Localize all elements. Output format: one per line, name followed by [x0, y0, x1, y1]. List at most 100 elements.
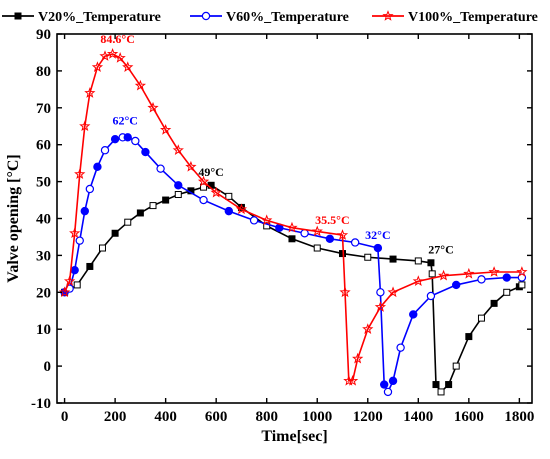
y-tick-label: 90	[36, 27, 51, 43]
plot-frame	[56, 33, 533, 404]
data-point	[362, 323, 374, 334]
data-point	[225, 192, 233, 200]
data-point	[463, 267, 475, 279]
data-point	[350, 238, 360, 247]
data-point	[428, 270, 436, 278]
data-point	[84, 87, 96, 98]
data-point	[91, 61, 104, 72]
data-point	[383, 387, 393, 397]
data-point	[352, 352, 364, 364]
y-tick-label: -10	[31, 396, 51, 412]
data-point	[124, 218, 132, 226]
x-tick-label: 600	[205, 409, 228, 425]
data-point	[73, 281, 81, 289]
data-point	[465, 333, 473, 341]
data-point	[110, 134, 120, 144]
x-tick-label: 800	[255, 409, 278, 425]
data-point	[488, 266, 500, 277]
data-point	[58, 286, 71, 298]
data-point	[162, 196, 170, 204]
data-point	[74, 168, 86, 180]
annotation-label: 27°C	[428, 243, 453, 257]
data-point	[364, 253, 372, 261]
y-tick-label: 80	[36, 64, 51, 80]
legend-item-2: V100%_Temperature	[372, 10, 538, 25]
data-point	[414, 257, 422, 265]
data-point	[174, 191, 182, 199]
data-point	[93, 162, 102, 172]
data-point	[376, 288, 385, 297]
legend-swatch-marker	[14, 12, 22, 20]
data-point	[106, 48, 119, 59]
data-point	[199, 195, 208, 205]
annotation-label: 49°C	[198, 165, 223, 179]
x-tick-label: 1200	[353, 409, 383, 425]
data-point	[313, 244, 321, 252]
data-point	[114, 52, 126, 63]
data-point	[147, 101, 159, 113]
data-point	[136, 209, 144, 217]
x-tick-label: 200	[104, 409, 127, 425]
x-tick-label: 1400	[403, 409, 433, 425]
data-point	[518, 281, 526, 289]
data-point	[197, 175, 210, 187]
y-tick-label: 30	[36, 248, 51, 264]
y-tick-label: 10	[36, 322, 51, 338]
data-point	[99, 50, 111, 61]
data-point	[396, 343, 405, 352]
data-point	[263, 222, 271, 230]
series-line	[64, 184, 523, 394]
data-point	[210, 186, 222, 198]
data-point	[452, 280, 461, 290]
plot-area: 84.6°C 62°C 49°C 35.5°C 32°C 27°C	[58, 32, 528, 397]
series-line	[64, 136, 522, 394]
data-point	[70, 265, 79, 275]
data-point	[98, 244, 106, 252]
data-point	[409, 310, 418, 319]
data-point	[286, 221, 298, 233]
y-tick-label: 20	[36, 285, 51, 301]
legend-item-0: V20%_Temperature	[2, 10, 161, 25]
data-point	[149, 202, 157, 210]
data-point	[336, 229, 349, 240]
y-tick-label: 60	[36, 138, 51, 154]
data-point	[437, 388, 445, 396]
series-1	[60, 133, 527, 397]
series-2	[58, 48, 528, 386]
data-point	[174, 181, 183, 190]
data-point	[69, 227, 81, 239]
data-point	[156, 164, 165, 173]
y-tick-label: 70	[36, 101, 51, 117]
data-point	[111, 229, 119, 237]
data-point	[172, 144, 184, 156]
data-point	[134, 79, 147, 91]
data-point	[235, 203, 248, 215]
data-point	[412, 275, 424, 287]
y-axis-title: Valve opening [°C]	[5, 154, 22, 282]
axes: 0 200 400 600 800 1000 1200 1400 1600 1800 -10 0 10 2…	[31, 27, 534, 425]
y-tick-label: 50	[36, 175, 51, 191]
data-point	[445, 381, 453, 389]
data-point	[160, 124, 172, 135]
annotation-label: 84.6°C	[100, 32, 134, 46]
data-point	[86, 262, 94, 270]
legend-label: V60%_Temperature	[226, 10, 349, 25]
x-axis-title: Time[sec]	[261, 428, 327, 445]
legend-label: V100%_Temperature	[408, 10, 538, 25]
y-tick-label: 0	[44, 359, 52, 375]
data-point	[346, 374, 359, 386]
data-point	[325, 234, 335, 243]
data-point	[379, 380, 389, 389]
data-point	[516, 266, 528, 277]
legend-label: V20%_Temperature	[38, 10, 161, 25]
data-point	[100, 146, 110, 155]
data-point	[388, 376, 398, 386]
data-point	[426, 291, 436, 301]
data-point	[387, 286, 399, 298]
data-point	[141, 147, 150, 157]
legend-swatch-marker	[382, 10, 394, 21]
data-point	[123, 133, 132, 142]
data-point	[131, 136, 140, 146]
